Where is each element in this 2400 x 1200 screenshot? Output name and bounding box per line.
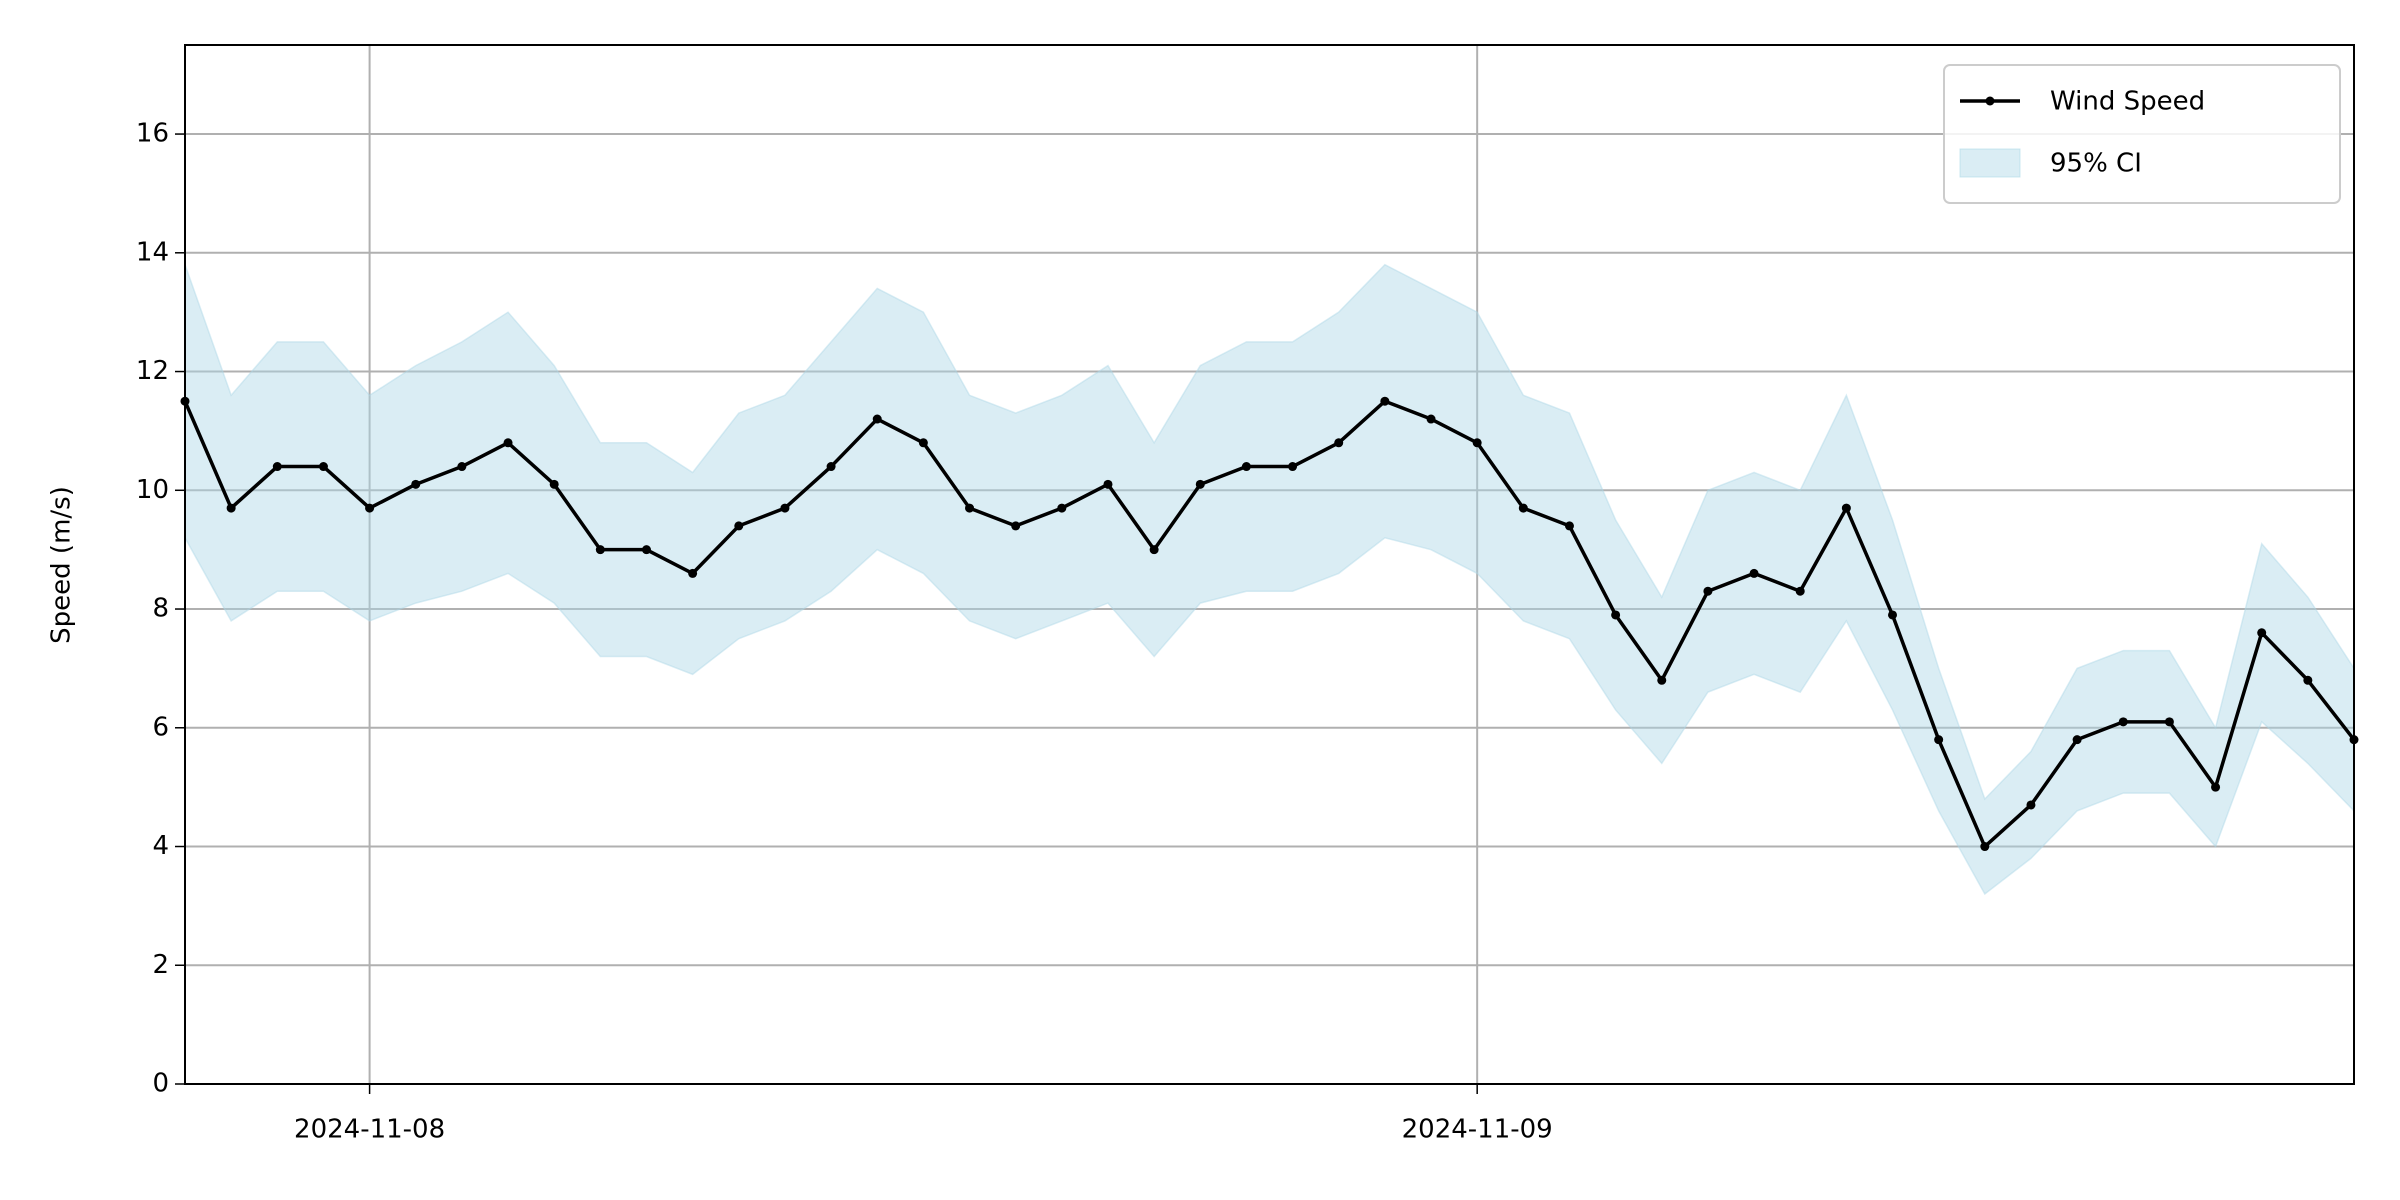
point bbox=[1980, 842, 1990, 852]
point bbox=[1195, 479, 1205, 489]
point bbox=[965, 503, 975, 513]
legend-box bbox=[1943, 64, 2341, 204]
point bbox=[1841, 503, 1851, 513]
point bbox=[734, 521, 744, 531]
point bbox=[503, 438, 513, 448]
y-axis-label: Speed (m/s) bbox=[47, 486, 77, 644]
point bbox=[2211, 782, 2221, 792]
point bbox=[549, 479, 559, 489]
plot-frame bbox=[184, 44, 2355, 1085]
y-tick-label: 16 bbox=[136, 119, 169, 149]
point bbox=[872, 414, 882, 424]
legend-label: Wind Speed bbox=[2050, 87, 2205, 117]
point bbox=[688, 568, 698, 578]
point bbox=[1057, 503, 1067, 513]
ci-band bbox=[184, 263, 2355, 896]
point bbox=[2072, 735, 2082, 745]
point bbox=[2118, 717, 2128, 727]
legend-label: 95% CI bbox=[2050, 149, 2142, 179]
point bbox=[1149, 545, 1159, 555]
x-tick-label: 2024-11-09 bbox=[1402, 1115, 1553, 1145]
point bbox=[226, 503, 236, 513]
y-tick-label: 6 bbox=[152, 712, 169, 742]
point bbox=[826, 462, 836, 472]
y-tick-label: 12 bbox=[136, 356, 169, 386]
point bbox=[1288, 462, 1298, 472]
point bbox=[1241, 462, 1251, 472]
point bbox=[1611, 610, 1621, 620]
point bbox=[2026, 800, 2036, 810]
point bbox=[1657, 675, 1667, 685]
point bbox=[918, 438, 928, 448]
point bbox=[1518, 503, 1528, 513]
y-tick-label: 4 bbox=[152, 831, 169, 861]
point bbox=[1380, 396, 1390, 406]
point bbox=[318, 462, 328, 472]
point bbox=[641, 545, 651, 555]
x-tick-label: 2024-11-08 bbox=[294, 1115, 445, 1145]
point bbox=[1103, 479, 1113, 489]
point bbox=[1564, 521, 1574, 531]
point bbox=[1472, 438, 1482, 448]
point bbox=[2303, 675, 2313, 685]
point bbox=[2164, 717, 2174, 727]
point bbox=[1749, 568, 1759, 578]
point bbox=[1334, 438, 1344, 448]
y-tick-label: 10 bbox=[136, 475, 169, 505]
point bbox=[411, 479, 421, 489]
line bbox=[183, 399, 2356, 849]
point bbox=[1888, 610, 1898, 620]
y-tick-label: 2 bbox=[152, 950, 169, 980]
point bbox=[2257, 628, 2267, 638]
y-tick-label: 0 bbox=[152, 1069, 169, 1099]
point bbox=[365, 503, 375, 513]
point bbox=[457, 462, 467, 472]
point bbox=[272, 462, 282, 472]
point bbox=[1011, 521, 1021, 531]
legend-swatch bbox=[1959, 148, 2021, 178]
point bbox=[1703, 586, 1713, 596]
point bbox=[1795, 586, 1805, 596]
point bbox=[780, 503, 790, 513]
y-tick-label: 14 bbox=[136, 237, 169, 267]
point bbox=[1426, 414, 1436, 424]
legend-marker bbox=[1985, 96, 1995, 106]
point bbox=[1934, 735, 1944, 745]
y-tick-label: 8 bbox=[152, 594, 169, 624]
point bbox=[595, 545, 605, 555]
